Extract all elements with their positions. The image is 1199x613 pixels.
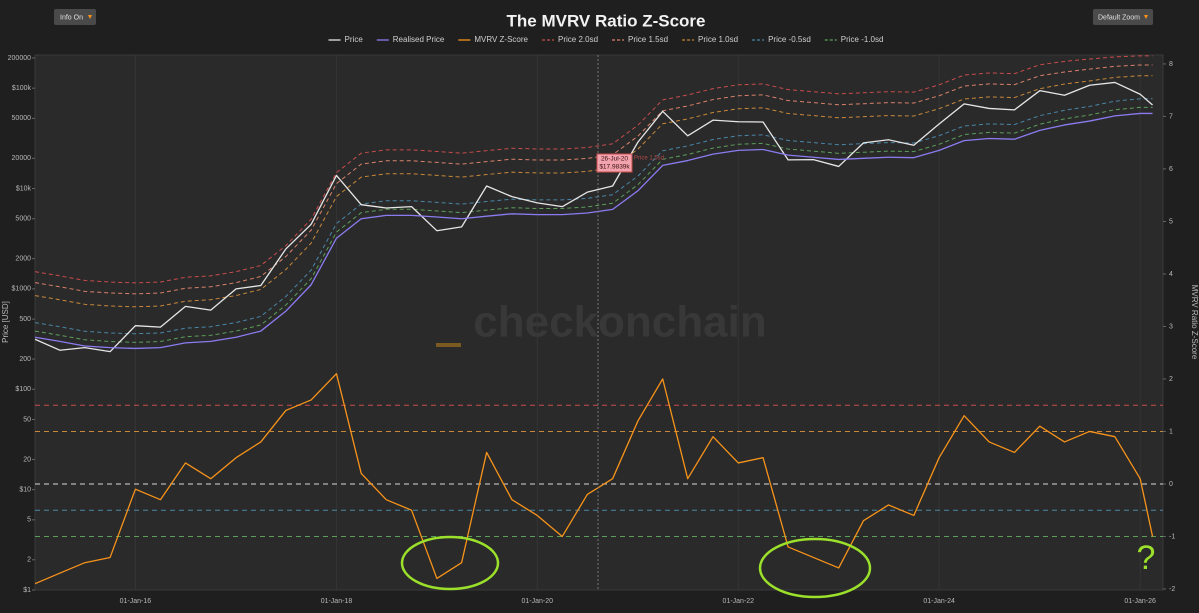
y-tick-label: 2 <box>27 557 31 564</box>
series-line <box>35 112 1153 350</box>
y2-tick-label: 0 <box>1169 481 1173 488</box>
tooltip-series: Price 1.5sd <box>634 156 664 162</box>
legend-label: Price 1.0sd <box>698 35 738 44</box>
y2-tick-label: 2 <box>1169 376 1173 383</box>
y-tick-label: $1000 <box>12 286 32 293</box>
handwritten-note: ? <box>1137 539 1156 577</box>
legend-label: Price 2.0sd <box>558 35 598 44</box>
x-tick-label: 01-Jan-24 <box>923 598 955 605</box>
y-tick-label: $1 <box>23 587 31 594</box>
button-label[interactable]: Default Zoom <box>1098 14 1140 21</box>
highlight-circle <box>400 535 500 591</box>
y-tick-label: 50 <box>23 416 31 423</box>
y2-tick-label: 3 <box>1169 323 1173 330</box>
y-tick-label: 20000 <box>12 155 32 162</box>
y2-tick-label: -1 <box>1169 533 1175 540</box>
y-tick-label: $10 <box>19 486 31 493</box>
dropdown-arrow <box>88 15 92 19</box>
series-line <box>35 75 1153 308</box>
dropdown-arrow <box>1144 15 1148 19</box>
plot-area <box>34 54 1164 591</box>
x-tick-label: 01-Jan-26 <box>1124 598 1156 605</box>
y-tick-label: 50000 <box>12 115 32 122</box>
watermark-bar <box>436 343 461 347</box>
y-tick-label: 5 <box>27 517 31 524</box>
tooltip-value: $17.9839k <box>599 164 630 171</box>
legend-label: Price -0.5sd <box>768 35 811 44</box>
series-line <box>35 373 1154 585</box>
series-line <box>35 98 1153 335</box>
y2-tick-label: -2 <box>1169 586 1175 593</box>
tooltip-date: 26-Jul-20 <box>601 156 628 163</box>
y2-tick-label: 8 <box>1169 61 1173 68</box>
y-tick-label: $100k <box>12 85 32 92</box>
x-tick-label: 01-Jan-18 <box>321 598 353 605</box>
y2-tick-label: 4 <box>1169 271 1173 278</box>
zoom-button[interactable]: Default Zoom <box>1093 9 1153 25</box>
legend-label: MVRV Z-Score <box>474 35 528 44</box>
info-button[interactable]: Info On <box>54 9 96 25</box>
y2-tick-label: 5 <box>1169 218 1173 225</box>
series-line <box>35 64 1153 295</box>
legend: Price Realised Price MVRV Z-Score Price 2.0… <box>328 35 884 44</box>
y-tick-label: 200000 <box>8 55 31 62</box>
tooltip-box <box>596 153 633 173</box>
watermark: checkonchain <box>473 298 766 347</box>
x-tick-label: 01-Jan-20 <box>521 598 553 605</box>
legend-label: Price -1.0sd <box>841 35 884 44</box>
legend-label: Price 1.5sd <box>628 35 668 44</box>
button-label[interactable]: Info On <box>60 14 83 21</box>
legend-label: Price <box>345 35 364 44</box>
y-tick-label: $10k <box>16 185 32 192</box>
x-tick-label: 01-Jan-22 <box>723 598 755 605</box>
button-box[interactable] <box>54 9 96 25</box>
series-line <box>35 106 1153 343</box>
button-box[interactable] <box>1093 9 1153 25</box>
series-layer <box>35 55 1154 585</box>
highlight-circle <box>758 537 872 599</box>
y2-tick-label: 7 <box>1169 113 1173 120</box>
y-tick-label: 5000 <box>15 216 31 223</box>
chart-title: The MVRV Ratio Z-Score <box>507 11 706 30</box>
y2-tick-label: 1 <box>1169 428 1173 435</box>
tooltip: Price 1.5sd 26-Jul-20 $17.9839k <box>596 55 664 590</box>
series-line <box>35 81 1153 353</box>
y2-axis-label: MVRV Ratio Z-Score <box>1190 285 1199 360</box>
plot-layer: 01-Jan-16 01-Jan-18 01-Jan-20 01-Jan-22 01-J… <box>8 35 1176 605</box>
legend-label: Realised Price <box>393 35 445 44</box>
y-tick-label: 20 <box>23 456 31 463</box>
y-tick-label: 2000 <box>15 256 31 263</box>
y-tick-label: 200 <box>19 356 31 363</box>
x-tick-label: 01-Jan-16 <box>120 598 152 605</box>
series-line <box>35 55 1153 284</box>
hand-annotations: ? <box>400 535 1156 599</box>
y2-tick-label: 6 <box>1169 166 1173 173</box>
y-tick-label: $100 <box>15 386 31 393</box>
y-axis-label: Price [USD] <box>1 301 10 343</box>
y-tick-label: 500 <box>19 316 31 323</box>
